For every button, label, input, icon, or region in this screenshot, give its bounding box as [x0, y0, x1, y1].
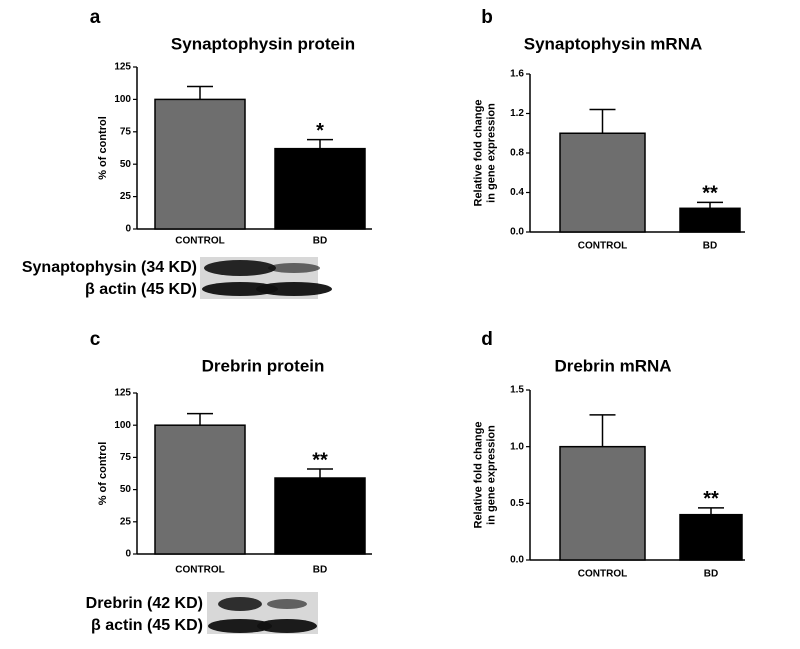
significance: ** [702, 183, 718, 205]
bar [154, 98, 246, 230]
y-tick-label: 1.6 [510, 69, 524, 80]
y-tick-label: 0.0 [510, 555, 524, 566]
y-tick-label: 100 [114, 94, 131, 105]
panel-letter: a [90, 7, 101, 28]
blot-label: β actin (45 KD) [91, 617, 203, 634]
y-axis-label: Relative fold change [472, 100, 484, 207]
blot-band [218, 597, 262, 611]
y-tick-label: 125 [114, 62, 131, 73]
y-tick-label: 0.0 [510, 227, 524, 238]
significance: ** [703, 488, 719, 510]
bar [154, 424, 246, 555]
y-tick-label: 50 [120, 159, 132, 170]
y-tick-label: 0 [125, 549, 131, 560]
bar [559, 445, 646, 561]
y-tick-label: 1.5 [510, 385, 524, 396]
y-tick-label: 25 [120, 191, 132, 202]
x-tick-label: BD [313, 236, 327, 247]
y-axis-label: Relative fold change [472, 422, 484, 529]
blot-band [256, 282, 332, 296]
panel-letter: c [90, 329, 101, 350]
bar [679, 513, 743, 561]
blot-label: Synaptophysin (34 KD) [22, 259, 197, 276]
blot-band [204, 260, 276, 276]
chart-title: Drebrin mRNA [554, 356, 671, 375]
panel: a Synaptophysin protein % of control 0 25 50 7… [22, 7, 372, 299]
y-tick-label: 75 [120, 126, 132, 137]
y-axis-label: % of control [97, 442, 109, 506]
x-tick-label: BD [704, 569, 718, 580]
blot-band [267, 599, 307, 609]
x-tick-label: BD [703, 241, 717, 252]
significance: * [316, 120, 324, 142]
y-tick-label: 25 [120, 516, 132, 527]
x-tick-label: CONTROL [175, 565, 224, 576]
blot-band [208, 619, 272, 633]
blot-label: Drebrin (42 KD) [86, 595, 203, 612]
chart-title: Synaptophysin mRNA [524, 34, 703, 53]
y-tick-label: 0.4 [510, 187, 524, 198]
y-tick-label: 75 [120, 452, 132, 463]
y-tick-label: 100 [114, 420, 131, 431]
panel-letter: b [481, 7, 493, 28]
panel-letter: d [481, 329, 493, 350]
y-tick-label: 0 [125, 224, 131, 235]
panel: c Drebrin protein % of control 0 25 50 75 100 12… [86, 329, 372, 634]
y-tick-label: 50 [120, 484, 132, 495]
bar [559, 132, 646, 233]
y-tick-label: 125 [114, 388, 131, 399]
y-axis-label: % of control [97, 116, 109, 180]
bar [274, 147, 366, 230]
x-tick-label: CONTROL [578, 241, 627, 252]
y-axis-label: in gene expression [485, 425, 497, 525]
panel: b Synaptophysin mRNA Relative fold change i… [472, 7, 745, 252]
x-tick-label: CONTROL [578, 569, 627, 580]
significance: ** [312, 449, 328, 471]
bar [679, 207, 741, 233]
y-axis-label: in gene expression [485, 103, 497, 203]
blot-band [257, 619, 317, 633]
chart-title: Synaptophysin protein [171, 34, 355, 53]
y-tick-label: 1.0 [510, 441, 524, 452]
y-tick-label: 0.8 [510, 148, 524, 159]
x-tick-label: CONTROL [175, 236, 224, 247]
y-tick-label: 0.5 [510, 498, 524, 509]
chart-title: Drebrin protein [202, 356, 325, 375]
bar [274, 477, 366, 555]
blot-band [202, 282, 278, 296]
y-tick-label: 1.2 [510, 108, 524, 119]
blot-label: β actin (45 KD) [85, 281, 197, 298]
blot-band [268, 263, 320, 273]
panel: d Drebrin mRNA Relative fold change in gene… [472, 329, 745, 580]
x-tick-label: BD [313, 565, 327, 576]
